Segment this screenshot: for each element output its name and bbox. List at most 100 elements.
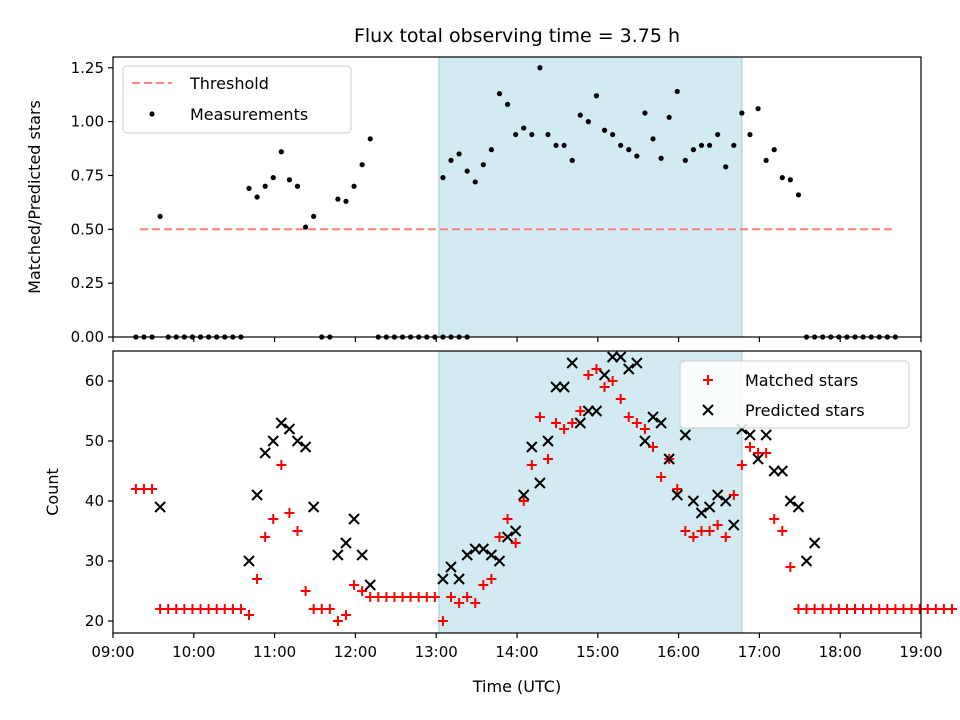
x-tick-label: 16:00	[657, 643, 700, 661]
legend-measurements-swatch	[149, 111, 155, 117]
data-point	[784, 495, 797, 507]
data-point	[504, 101, 511, 107]
data-point	[461, 549, 473, 561]
data-point	[711, 489, 724, 501]
data-point	[626, 147, 632, 153]
data-point	[655, 417, 667, 429]
data-point	[946, 604, 957, 614]
data-point	[769, 514, 780, 524]
y-tick-label: 30	[85, 552, 104, 570]
data-point	[462, 592, 473, 602]
data-point	[728, 490, 739, 500]
data-point	[448, 157, 454, 163]
x-tick-label: 17:00	[738, 643, 781, 661]
data-point	[755, 106, 761, 112]
data-point	[260, 532, 271, 542]
data-point	[348, 513, 360, 525]
data-point	[671, 489, 683, 501]
data-point	[437, 616, 448, 626]
data-point	[703, 501, 716, 513]
data-point	[704, 526, 715, 536]
data-point	[545, 131, 551, 138]
data-point	[601, 127, 608, 133]
data-point	[731, 142, 737, 148]
data-point	[650, 136, 656, 142]
data-point	[666, 114, 672, 120]
data-point	[577, 112, 583, 118]
data-point	[631, 418, 642, 428]
data-point	[590, 405, 603, 417]
data-point	[300, 586, 311, 596]
data-point	[357, 586, 368, 596]
data-point	[262, 183, 268, 189]
data-point	[698, 142, 705, 148]
data-point	[340, 537, 352, 549]
y-tick-label: 0.75	[71, 166, 104, 184]
data-point	[454, 598, 465, 608]
data-point	[340, 610, 351, 620]
data-point	[278, 149, 284, 155]
series-measurements	[133, 65, 899, 340]
data-point	[335, 196, 341, 202]
top-axes: 0.00 0.25 0.50 0.75 1.00 1.25 Matched/Predicte…	[25, 56, 922, 346]
data-point	[356, 549, 368, 561]
data-point	[437, 573, 449, 585]
data-point	[542, 435, 554, 447]
data-point	[147, 484, 158, 494]
data-point	[771, 147, 777, 153]
data-point	[429, 592, 440, 602]
data-point	[252, 574, 263, 584]
data-point	[494, 532, 505, 542]
data-point	[706, 142, 713, 148]
data-point	[720, 532, 731, 542]
data-point	[777, 526, 788, 536]
y-axis-label: Matched/Predicted stars	[25, 100, 44, 294]
data-point	[598, 369, 611, 381]
data-point	[631, 357, 643, 369]
data-point	[453, 573, 465, 585]
data-point	[747, 131, 753, 138]
data-point	[299, 441, 312, 453]
data-point	[478, 580, 489, 590]
legend: Matched stars Predicted stars	[679, 360, 910, 429]
data-point	[658, 155, 664, 161]
data-point	[559, 424, 570, 434]
data-point	[235, 604, 246, 614]
data-point	[787, 177, 793, 183]
data-point	[456, 151, 462, 157]
data-point	[502, 514, 513, 524]
data-point	[656, 472, 667, 482]
data-point	[480, 162, 486, 168]
data-point	[311, 213, 317, 219]
data-point	[526, 441, 538, 453]
data-point	[488, 147, 495, 153]
data-point	[510, 538, 521, 548]
data-point	[534, 477, 546, 489]
legend-box	[679, 360, 910, 429]
data-point	[518, 496, 529, 506]
data-point	[553, 142, 559, 148]
legend-label: Predicted stars	[745, 401, 865, 420]
data-point	[615, 394, 626, 404]
data-point	[332, 549, 344, 561]
data-point	[472, 179, 478, 185]
data-point	[591, 364, 602, 374]
data-point	[723, 164, 729, 170]
data-point	[251, 489, 263, 501]
y-axis-label: Count	[43, 468, 62, 516]
data-point	[695, 507, 708, 519]
data-point	[529, 131, 535, 138]
x-tick-label: 18:00	[819, 643, 862, 661]
data-point	[583, 370, 594, 380]
data-point	[526, 460, 537, 470]
data-point	[534, 412, 545, 422]
data-point	[276, 460, 287, 470]
data-point	[593, 93, 600, 99]
data-point	[486, 574, 497, 584]
data-point	[720, 495, 732, 507]
data-point	[551, 418, 562, 428]
data-point	[307, 501, 320, 513]
x-tick-label: 15:00	[576, 643, 619, 661]
data-point	[607, 376, 618, 386]
